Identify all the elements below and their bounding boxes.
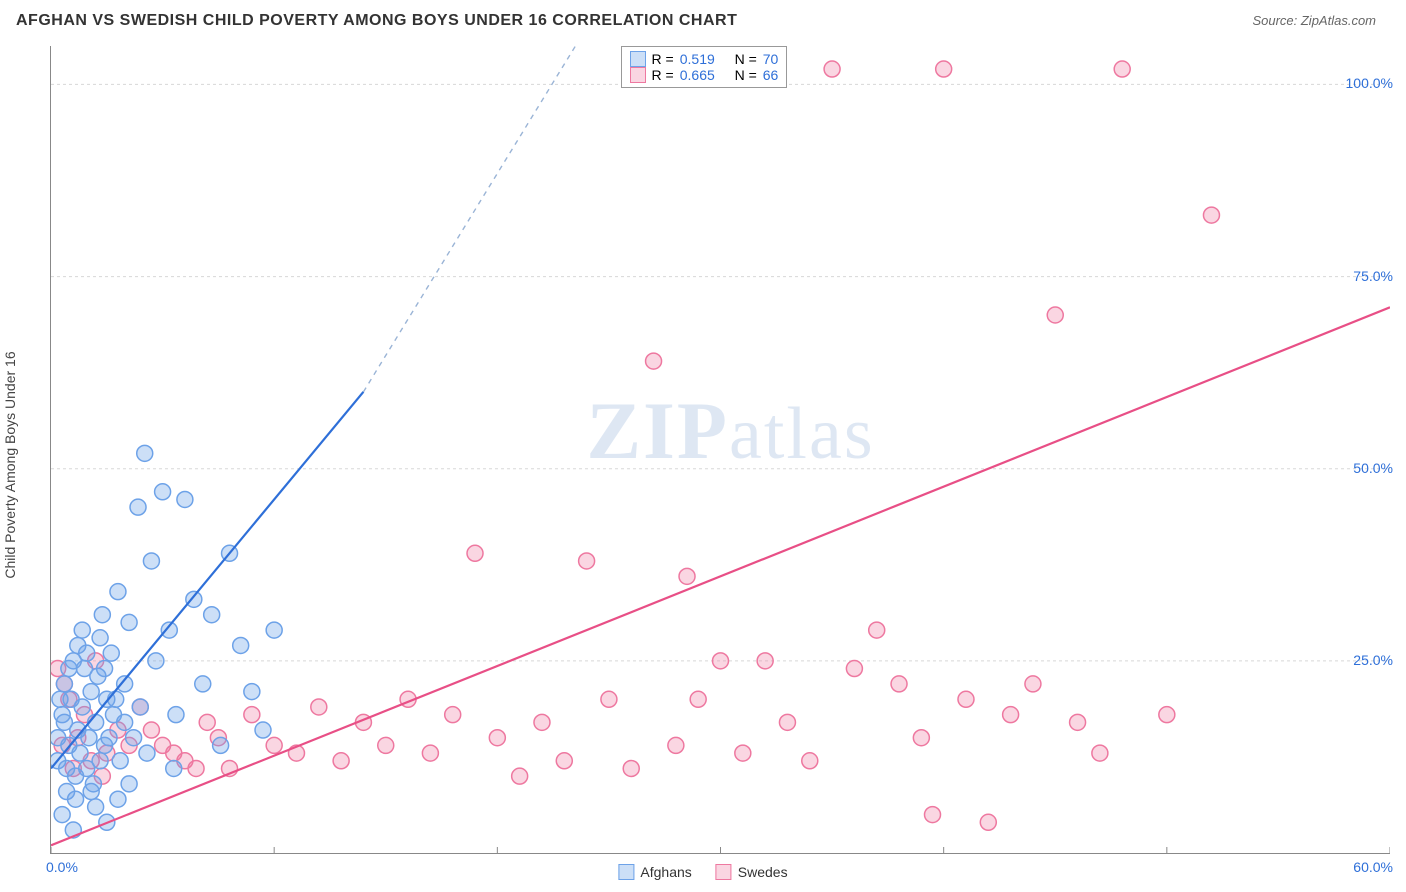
r-value-afghans: 0.519 [680,51,715,67]
stat-legend: R = 0.519 N = 70 R = 0.665 N = 66 [621,46,788,88]
axis-tick-label: 60.0% [1353,859,1393,875]
legend-label-swedes: Swedes [738,864,788,880]
r-label: R = [652,51,674,67]
swatch-afghans [630,51,646,67]
n-value-swedes: 66 [763,67,779,83]
y-axis-label: Child Poverty Among Boys Under 16 [2,351,18,578]
legend-item-swedes: Swedes [716,864,788,880]
legend-label-afghans: Afghans [640,864,691,880]
n-label: N = [735,51,757,67]
legend-item-afghans: Afghans [618,864,691,880]
r-label: R = [652,67,674,83]
axis-tick-label: 75.0% [1353,268,1393,284]
swatch-swedes [630,67,646,83]
axis-tick-label: 0.0% [46,859,78,875]
n-label: N = [735,67,757,83]
stat-legend-row-swedes: R = 0.665 N = 66 [630,67,779,83]
swatch-swedes [716,864,732,880]
scatter-plot [50,46,1390,854]
axis-tick-label: 50.0% [1353,460,1393,476]
n-value-afghans: 70 [763,51,779,67]
plot-area: Child Poverty Among Boys Under 16 R = 0.… [16,46,1390,884]
stat-legend-row-afghans: R = 0.519 N = 70 [630,51,779,67]
swatch-afghans [618,864,634,880]
bottom-legend: Afghans Swedes [618,864,787,880]
chart-title: AFGHAN VS SWEDISH CHILD POVERTY AMONG BO… [16,12,737,30]
axis-tick-label: 25.0% [1353,652,1393,668]
axis-tick-label: 100.0% [1346,75,1393,91]
r-value-swedes: 0.665 [680,67,715,83]
source-label: Source: ZipAtlas.com [1252,13,1376,28]
